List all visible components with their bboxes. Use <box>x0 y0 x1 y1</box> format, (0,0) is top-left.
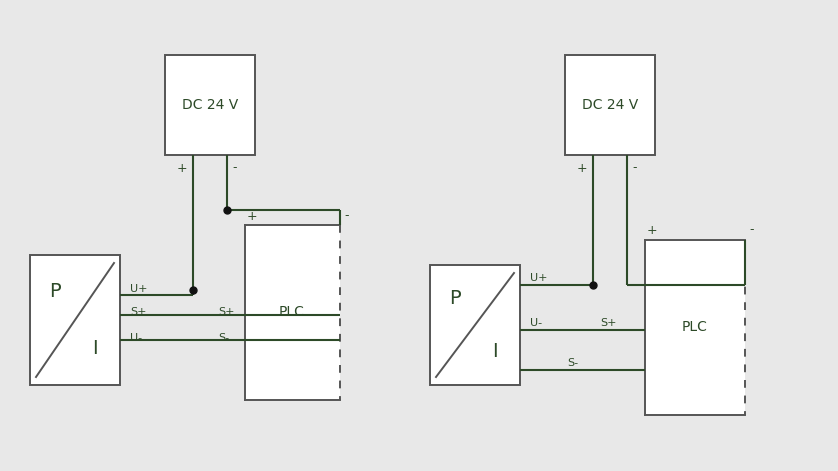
Text: -: - <box>344 210 349 222</box>
Bar <box>245 225 340 400</box>
Bar <box>565 55 655 155</box>
Text: U-: U- <box>130 333 142 343</box>
Text: +: + <box>177 162 188 174</box>
Text: S-: S- <box>567 358 578 368</box>
Bar <box>165 55 255 155</box>
Text: PLC: PLC <box>682 320 708 334</box>
Bar <box>30 255 120 385</box>
Text: DC 24 V: DC 24 V <box>182 98 238 112</box>
Text: S+: S+ <box>218 307 235 317</box>
Text: -: - <box>750 224 754 236</box>
Text: PLC: PLC <box>279 305 305 319</box>
Bar <box>645 240 745 415</box>
Text: P: P <box>449 289 461 308</box>
Text: I: I <box>92 339 97 358</box>
Text: DC 24 V: DC 24 V <box>582 98 638 112</box>
Text: U+: U+ <box>130 284 147 294</box>
Text: S+: S+ <box>600 318 617 328</box>
Bar <box>430 265 520 385</box>
Text: -: - <box>633 162 637 174</box>
Text: S-: S- <box>218 333 229 343</box>
Text: P: P <box>49 282 61 301</box>
Text: +: + <box>246 210 257 222</box>
Text: I: I <box>492 342 498 361</box>
Text: S+: S+ <box>130 307 147 317</box>
Bar <box>0 0 419 471</box>
Text: +: + <box>577 162 587 174</box>
Text: -: - <box>233 162 237 174</box>
Text: +: + <box>647 224 657 236</box>
Text: U-: U- <box>530 318 542 328</box>
Text: U+: U+ <box>530 273 547 283</box>
